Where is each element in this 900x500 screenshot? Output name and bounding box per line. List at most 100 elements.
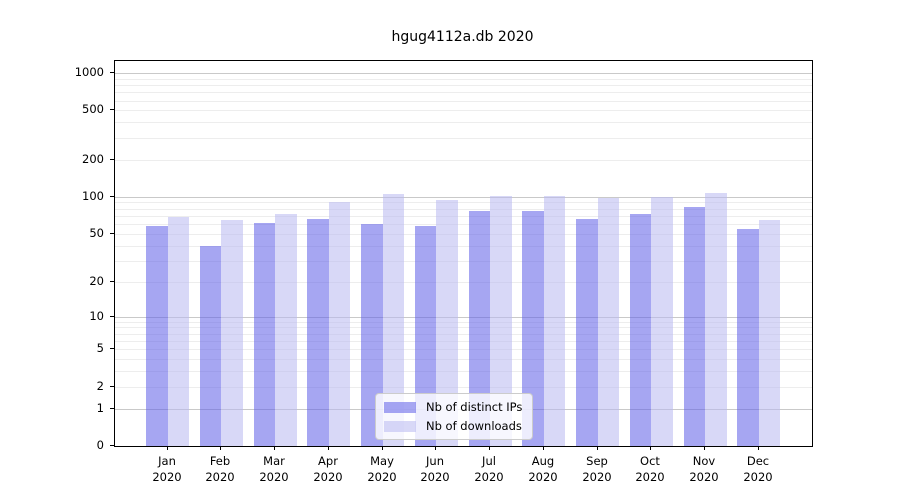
- bar-downloads-nov: [705, 193, 727, 446]
- y-tick: [110, 109, 114, 110]
- x-tick: [704, 446, 705, 450]
- gridline-minor: [115, 92, 812, 93]
- y-tick: [110, 316, 114, 317]
- bar-ips-apr: [307, 219, 329, 446]
- gridline-minor: [115, 122, 812, 123]
- x-tick-month: Apr: [318, 454, 338, 468]
- x-tick: [489, 446, 490, 450]
- gridline-minor: [115, 85, 812, 86]
- y-tick-label: 500: [82, 102, 104, 116]
- x-tick: [435, 446, 436, 450]
- bar-downloads-may: [382, 194, 405, 446]
- x-tick-label-mar: Mar 2020: [246, 453, 302, 485]
- y-tick: [110, 386, 114, 387]
- x-tick-year: 2020: [689, 470, 719, 484]
- x-tick-year: 2020: [743, 470, 773, 484]
- x-tick-month: Jan: [158, 454, 176, 468]
- x-tick-year: 2020: [367, 470, 397, 484]
- legend: Nb of distinct IPs Nb of downloads: [375, 393, 534, 440]
- x-tick-month: Mar: [263, 454, 285, 468]
- gridline-minor: [115, 138, 812, 139]
- x-tick: [328, 446, 329, 450]
- y-tick: [110, 348, 114, 349]
- x-tick-label-nov: Nov 2020: [676, 453, 732, 485]
- bar-ips-dec: [737, 229, 759, 446]
- x-tick-label-may: May 2020: [354, 453, 410, 485]
- x-tick: [167, 446, 168, 450]
- bar-ips-may: [361, 224, 383, 446]
- x-tick: [758, 446, 759, 450]
- y-tick-label: 50: [89, 226, 104, 240]
- bar-ips-jan: [146, 226, 168, 446]
- y-tick-label: 1: [96, 401, 104, 415]
- y-tick: [110, 72, 114, 73]
- x-tick-month: Sep: [586, 454, 608, 468]
- bar-ips-mar: [253, 223, 276, 446]
- bar-downloads-feb: [221, 220, 243, 446]
- bar-downloads-aug: [543, 196, 566, 446]
- x-tick-month: Jul: [482, 454, 496, 468]
- x-tick-label-sep: Sep 2020: [569, 453, 625, 485]
- x-tick-year: 2020: [259, 470, 289, 484]
- bar-ips-sep: [576, 219, 598, 446]
- gridline-major: [115, 73, 812, 74]
- x-tick-month: Dec: [746, 454, 770, 468]
- y-tick: [110, 196, 114, 197]
- x-tick: [597, 446, 598, 450]
- legend-swatch-distinct-ips: [384, 401, 416, 413]
- x-tick-label-feb: Feb 2020: [192, 453, 248, 485]
- bar-downloads-sep: [597, 198, 620, 446]
- y-tick-label: 200: [82, 152, 104, 166]
- x-tick-year: 2020: [635, 470, 665, 484]
- x-tick-month: Jun: [426, 454, 444, 468]
- y-tick: [110, 408, 114, 409]
- x-tick: [274, 446, 275, 450]
- plot-area: Nb of distinct IPs Nb of downloads: [114, 60, 813, 447]
- x-tick: [543, 446, 544, 450]
- bar-ips-feb: [199, 246, 222, 446]
- y-tick-label: 10: [89, 309, 104, 323]
- x-tick-month: Feb: [209, 454, 231, 468]
- y-tick: [110, 281, 114, 282]
- x-tick: [650, 446, 651, 450]
- x-tick-year: 2020: [152, 470, 182, 484]
- x-tick-year: 2020: [474, 470, 504, 484]
- bar-downloads-dec: [758, 220, 781, 446]
- y-tick-label: 1000: [74, 65, 104, 79]
- x-tick-year: 2020: [313, 470, 343, 484]
- y-tick-label: 5: [96, 341, 104, 355]
- y-tick: [110, 445, 114, 446]
- gridline-minor: [115, 160, 812, 161]
- x-tick-month: Oct: [640, 454, 660, 468]
- legend-item-downloads: Nb of downloads: [384, 419, 522, 433]
- legend-label-downloads: Nb of downloads: [426, 419, 522, 433]
- bar-ips-nov: [683, 207, 706, 446]
- bar-ips-jun: [414, 226, 437, 446]
- x-tick-month: Aug: [531, 454, 555, 468]
- legend-item-distinct-ips: Nb of distinct IPs: [384, 400, 522, 414]
- x-tick-label-oct: Oct 2020: [622, 453, 678, 485]
- legend-label-distinct-ips: Nb of distinct IPs: [426, 400, 523, 414]
- x-tick-year: 2020: [582, 470, 612, 484]
- x-tick-label-dec: Dec 2020: [730, 453, 786, 485]
- x-tick-label-jun: Jun 2020: [407, 453, 463, 485]
- x-tick-label-aug: Aug 2020: [515, 453, 571, 485]
- gridline-minor: [115, 110, 812, 111]
- bar-ips-oct: [629, 214, 652, 446]
- x-tick: [220, 446, 221, 450]
- bar-downloads-jan: [167, 217, 189, 446]
- bar-downloads-apr: [328, 202, 351, 446]
- y-tick-label: 2: [96, 379, 104, 393]
- x-tick-year: 2020: [420, 470, 450, 484]
- x-tick-label-jul: Jul 2020: [461, 453, 517, 485]
- bar-downloads-jul: [490, 196, 512, 446]
- x-tick-label-jan: Jan 2020: [139, 453, 195, 485]
- x-tick-year: 2020: [528, 470, 558, 484]
- legend-swatch-downloads: [384, 420, 416, 432]
- chart-title: hgug4112a.db 2020: [391, 29, 534, 45]
- x-tick-month: Nov: [692, 454, 716, 468]
- x-tick-label-apr: Apr 2020: [300, 453, 356, 485]
- bar-downloads-oct: [651, 197, 673, 446]
- x-tick-month: May: [370, 454, 394, 468]
